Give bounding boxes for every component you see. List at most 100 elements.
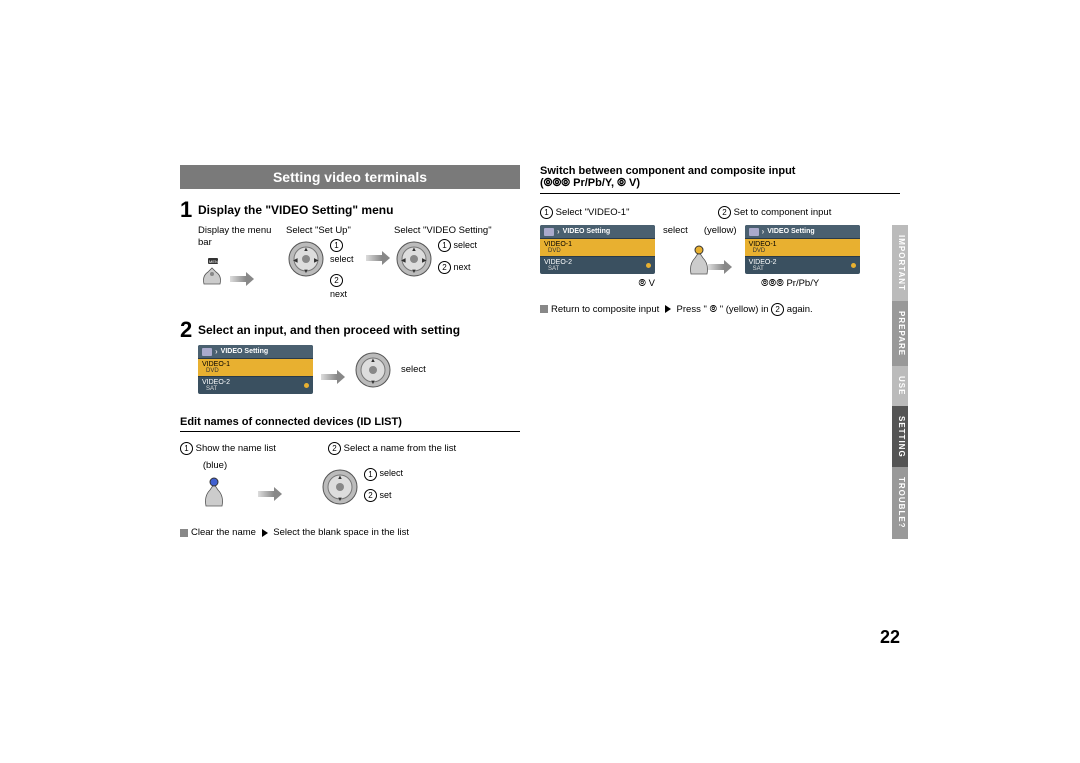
edit-note: Clear the name Select the blank space in… [180,527,520,538]
step-number: 1 [180,199,198,221]
dot-icon [646,245,651,250]
svg-text:▲: ▲ [411,247,417,253]
osd-menu: ›VIDEO Setting VIDEO-1DVD VIDEO-2SAT [198,345,313,394]
edit-c2: Select a name from the list [344,443,456,454]
step-1: 1 Display the "VIDEO Setting" menu [180,199,520,221]
step-title: Select an input, and then proceed with s… [198,319,460,337]
label-next: next [454,262,471,272]
note-b: Press " ⦾ " (yellow) in [677,304,769,315]
switch-c2: Set to component input [734,207,832,218]
svg-text:▼: ▼ [411,269,417,275]
edit-c1: Show the name list [196,443,276,454]
circled-1-icon: 1 [438,239,451,252]
svg-text:▼: ▼ [337,497,343,503]
svg-text:▲: ▲ [303,247,309,253]
osd-row2-sub: SAT [749,266,777,272]
osd-row1-sub: DVD [202,368,230,374]
osd-menu: ›VIDEO Setting VIDEO-1DVD VIDEO-2SAT [745,225,860,274]
circled-2-icon: 2 [771,303,784,316]
osd-menu: ›VIDEO Setting VIDEO-1DVD VIDEO-2SAT [540,225,655,274]
circled-2-icon: 2 [718,206,731,219]
step-2: 2 Select an input, and then proceed with… [180,319,520,341]
circled-1-icon: 1 [364,468,377,481]
svg-text:▼: ▼ [370,380,376,386]
arrow-icon [366,251,386,265]
step-title: Display the "VIDEO Setting" menu [198,199,393,217]
osd-title: VIDEO Setting [767,228,814,235]
arrow-icon [665,305,671,313]
dots-icon [845,246,856,249]
arrow-icon [262,529,268,537]
label-select: select [663,225,688,237]
note-a: Clear the name [191,527,256,538]
tab-setting[interactable]: SETTING [892,406,908,468]
edit-row: 1 Show the name list 2 Select a name fro… [180,442,520,455]
osd-row2-sub: SAT [544,266,572,272]
tab-trouble[interactable]: TROUBLE? [892,467,908,539]
osd-row1-sub: DVD [544,248,572,254]
circled-2-icon: 2 [364,489,377,502]
osd-title: VIDEO Setting [221,348,268,355]
svg-text:▼: ▼ [303,269,309,275]
tab-use[interactable]: USE [892,366,908,405]
yellow-label: (yellow) [704,225,737,237]
osd-row2-sub: SAT [202,386,230,392]
arrow-icon [321,370,345,384]
svg-text:▲: ▲ [370,358,376,364]
step1-col-c: Select "VIDEO Setting" [394,225,504,237]
remote-icon [200,472,230,510]
note-b: Select the blank space in the list [273,527,409,538]
step1-col-b: Select "Set Up" [286,225,386,237]
tab-important[interactable]: IMPORTANT [892,225,908,301]
square-bullet-icon [180,529,188,537]
osd-row1: VIDEO-1 [544,241,572,248]
circled-1-icon: 1 [540,206,553,219]
svg-text:◀: ◀ [293,258,298,264]
switch-note: Return to composite input Press " ⦾ " (y… [540,303,900,316]
square-bullet-icon [540,305,548,313]
step1-cluster: Display the menu bar MENU Select "Set Up… [198,225,520,301]
dots-icon [298,366,309,369]
edit-heading: Edit names of connected devices (ID LIST… [180,416,520,432]
label-select: select [401,364,426,376]
osd-row1: VIDEO-1 [202,361,230,368]
label-set: set [380,490,392,500]
osd-row1: VIDEO-1 [749,241,777,248]
knob-icon: ▲▼ [353,350,393,390]
knob-icon: ◀▶▲▼ [394,239,434,279]
label-select: select [380,468,404,478]
circled-2-icon: 2 [438,261,451,274]
osd-row1-sub: DVD [749,248,777,254]
switch-sub: (⦾⦾⦾ Pr/Pb/Y, ⦾ V) [540,177,900,194]
dot-icon [646,263,651,268]
section-banner: Setting video terminals [180,165,520,189]
side-tabs: IMPORTANT PREPARE USE SETTING TROUBLE? [892,225,908,539]
circled-2-icon: 2 [330,274,343,287]
dot-icon [304,383,309,388]
circled-1-icon: 1 [330,239,343,252]
blue-label: (blue) [180,460,250,472]
arrow-icon [708,260,732,274]
svg-text:▲: ▲ [337,475,343,481]
svg-text:MENU: MENU [209,259,221,264]
osd-row2: VIDEO-2 [749,259,777,266]
knob-icon: ▲▼ [320,467,360,507]
step-number: 2 [180,319,198,341]
note-c: again. [787,304,813,315]
svg-text:◀: ◀ [401,258,406,264]
tab-prepare[interactable]: PREPARE [892,301,908,366]
svg-text:▶: ▶ [314,258,319,264]
switch-row: 1 Select "VIDEO-1" 2 Set to component in… [540,206,900,219]
prpby-label: ⦾⦾⦾ Pr/Pb/Y [761,278,881,290]
right-column: Switch between component and composite i… [540,165,900,316]
osd-row2: VIDEO-2 [202,379,230,386]
left-column: Setting video terminals 1 Display the "V… [180,165,520,538]
label-select: select [454,240,478,250]
edit-cluster: (blue) ▲▼ 1 select 2 set [180,460,520,515]
knob-icon: ◀ ▶ ▲ ▼ [286,239,326,301]
arrow-icon [230,272,254,286]
note-a: Return to composite input [551,304,659,315]
switch-c1: Select "VIDEO-1" [556,207,630,218]
v-label: ⦾ V [540,278,655,290]
circled-1-icon: 1 [180,442,193,455]
